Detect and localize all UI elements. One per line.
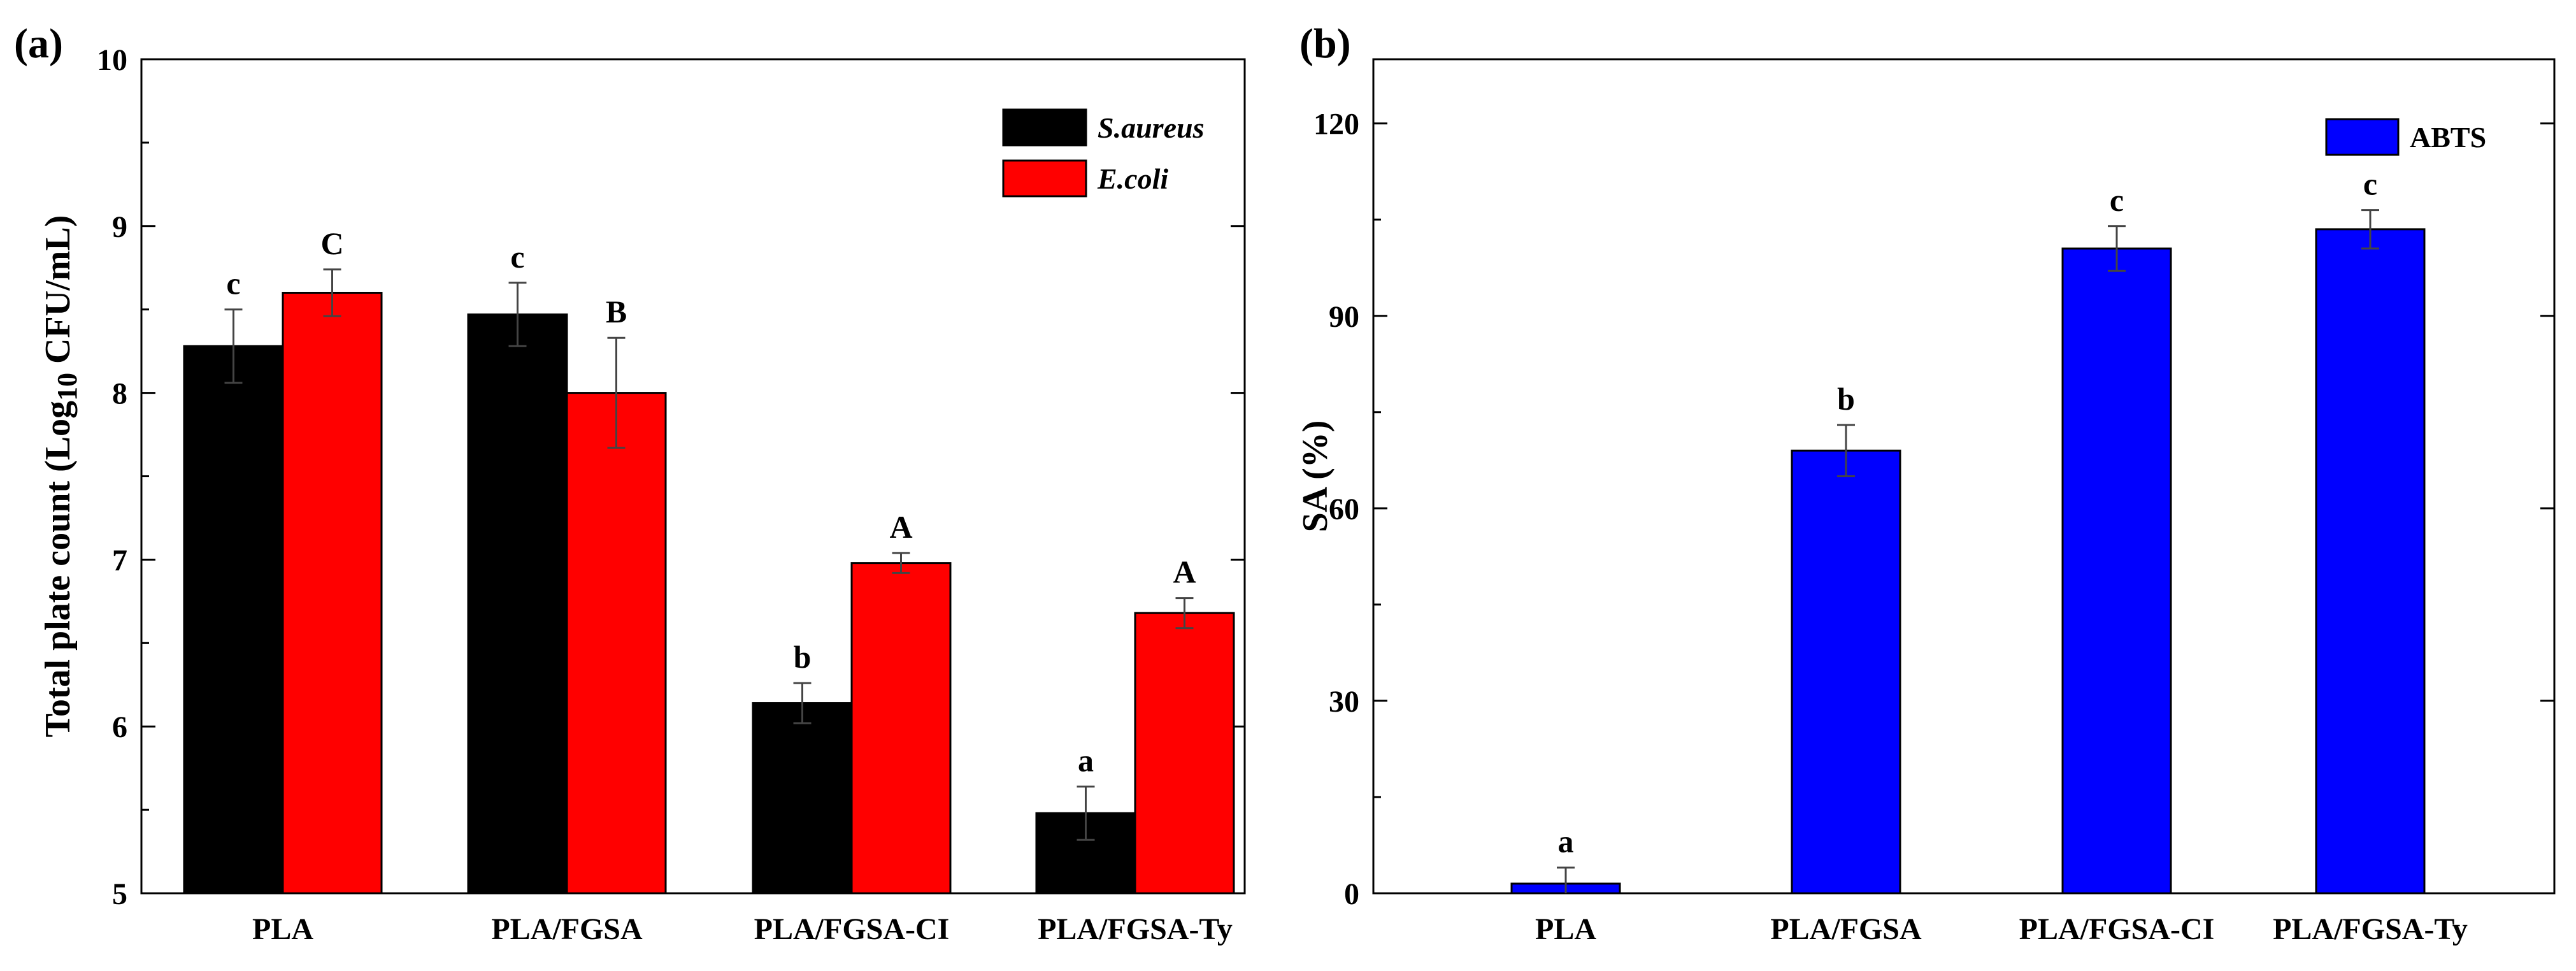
bar (2061, 247, 2172, 895)
bar (467, 313, 568, 895)
significance-letter: C (320, 226, 343, 261)
legend-label: S.aureus (1098, 111, 1204, 144)
x-category-label: PLA/FGSA-CI (2019, 912, 2215, 946)
bar (566, 392, 667, 895)
x-category-label: PLA (1535, 912, 1596, 946)
x-category-label: PLA/FGSA (491, 912, 643, 946)
y-axis-label-part: Total plate count (Log (38, 401, 78, 737)
significance-letter: B (606, 294, 627, 329)
significance-letter: A (889, 509, 912, 545)
y-tick-label: 7 (112, 543, 127, 577)
y-tick-label: 9 (112, 210, 127, 244)
bar (1791, 449, 1901, 895)
significance-letter: c (226, 266, 240, 301)
x-category-label: PLA/FGSA-Ty (1038, 912, 1233, 946)
panel-label: (b) (1299, 20, 1351, 67)
bar (2315, 228, 2426, 895)
significance-letter: b (794, 639, 812, 675)
plot-frame (1372, 58, 2556, 895)
y-tick-label: 8 (112, 377, 127, 411)
legend-swatch (2325, 118, 2400, 156)
y-tick-label: 30 (1329, 685, 1359, 719)
legend-swatch (1002, 159, 1087, 198)
y-tick-label: 0 (1344, 877, 1359, 911)
significance-letter: c (2110, 182, 2124, 218)
y-axis-label: Total plate count (Log10 CFU/mL) (38, 215, 83, 738)
y-axis-label-part: SA (%) (1296, 421, 1335, 533)
x-category-label: PLA/FGSA (1770, 912, 1922, 946)
y-axis-label: SA (%) (1296, 421, 1335, 533)
bar (282, 292, 383, 895)
y-tick-label: 6 (112, 710, 127, 744)
significance-letter: c (2363, 166, 2377, 202)
y-axis-label-part: 10 (52, 373, 83, 401)
legend-label: ABTS (2410, 121, 2486, 154)
y-tick-label: 60 (1329, 493, 1359, 526)
bar (1134, 612, 1235, 895)
bar (183, 345, 284, 895)
bar (850, 562, 952, 895)
significance-letter: b (1837, 381, 1855, 417)
x-category-label: PLA/FGSA-Ty (2273, 912, 2468, 946)
y-tick-label: 10 (97, 43, 127, 77)
significance-letter: A (1173, 554, 1196, 590)
y-tick-label: 90 (1329, 300, 1359, 334)
x-category-label: PLA/FGSA-CI (754, 912, 950, 946)
bar (752, 702, 853, 895)
panel-label: (a) (14, 20, 63, 67)
legend-label: E.coli (1097, 162, 1168, 195)
chart-panel-2: (b) 0 30 60 90 120 SA (%) PLA PLA/FGSA PLA/FGSA-C… (1296, 20, 2556, 946)
significance-letter: a (1078, 742, 1094, 778)
y-axis-label-part: CFU/mL) (38, 215, 78, 373)
y-tick-label: 120 (1313, 108, 1359, 141)
significance-letter: a (1558, 824, 1574, 860)
significance-letter: c (510, 239, 524, 275)
x-category-label: PLA (252, 912, 313, 946)
legend-swatch (1002, 108, 1087, 147)
y-tick-label: 5 (112, 877, 127, 911)
